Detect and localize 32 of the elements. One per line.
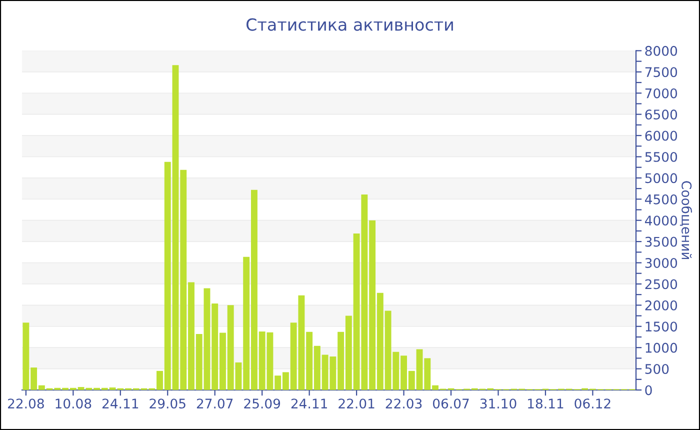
y-tick-label: 8000 — [645, 46, 678, 56]
x-tick-label: 10.08 — [56, 398, 92, 409]
y-tick-label: 2000 — [645, 300, 678, 310]
y-tick-label: 500 — [645, 364, 669, 374]
y-tick-label: 6000 — [645, 130, 678, 141]
chart-title: Статистика активности — [246, 18, 453, 31]
y-tick-label: 0 — [645, 385, 652, 396]
y-axis-title: Сообщений — [680, 181, 692, 260]
x-tick-label: 24.11 — [291, 398, 327, 408]
y-tick-label: 4000 — [644, 216, 678, 226]
x-tick-label: 27.07 — [196, 398, 233, 409]
y-tick-label: 4500 — [644, 194, 678, 204]
y-tick-label: 3000 — [645, 258, 678, 268]
x-tick-label: 06.12 — [574, 398, 610, 409]
x-tick-label: 22.08 — [8, 398, 44, 409]
x-tick-label: 22.01 — [338, 398, 374, 409]
x-tick-label: 24.11 — [102, 398, 138, 408]
y-tick-label: 2500 — [645, 279, 678, 290]
y-tick-label: 7500 — [645, 67, 678, 78]
x-tick-label: 06.07 — [432, 398, 469, 409]
y-tick-label: 1000 — [646, 342, 678, 353]
x-tick-label: 29.05 — [150, 398, 186, 409]
x-tick-label: 31.10 — [480, 398, 516, 409]
x-tick-label: 18.11 — [528, 398, 564, 409]
x-tick-label: 25.09 — [244, 398, 280, 409]
y-tick-label: 3500 — [645, 236, 678, 247]
y-tick-label: 5000 — [645, 173, 678, 184]
y-tick-label: 1500 — [646, 322, 678, 332]
x-tick-label: 22.03 — [386, 398, 422, 409]
y-tick-label: 6500 — [645, 110, 678, 120]
y-tick-label: 7000 — [645, 88, 678, 98]
y-tick-label: 5500 — [645, 152, 678, 162]
